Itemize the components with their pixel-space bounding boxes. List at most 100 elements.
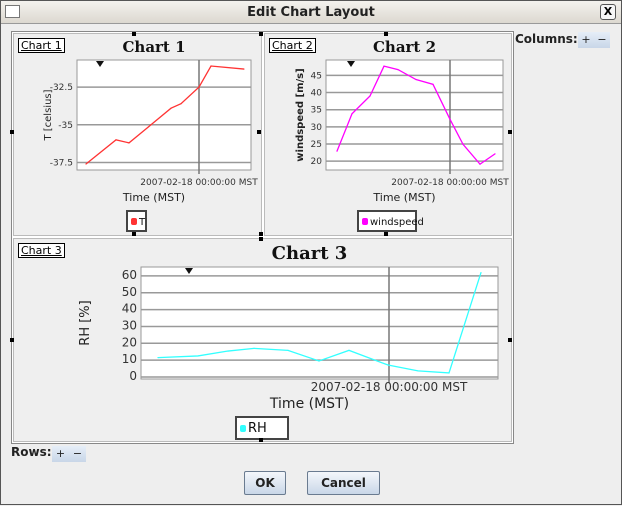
resize-handle bbox=[132, 232, 136, 236]
data-point bbox=[210, 65, 212, 67]
resize-handle bbox=[508, 130, 512, 134]
resize-handle bbox=[508, 338, 512, 342]
y-axis-label: windspeed [m/s] bbox=[295, 68, 306, 161]
chart-cell-tag[interactable]: Chart 3 bbox=[18, 243, 65, 258]
data-point bbox=[85, 163, 87, 165]
y-tick-label: 30 bbox=[122, 318, 137, 332]
y-tick-label: 45 bbox=[311, 71, 322, 81]
data-point bbox=[449, 118, 451, 120]
data-point bbox=[369, 95, 371, 97]
plot-area bbox=[140, 266, 499, 380]
x-axis-label: Time (MST) bbox=[122, 191, 185, 204]
x-axis-label: Time (MST) bbox=[269, 396, 349, 412]
y-tick-label: 20 bbox=[311, 157, 323, 167]
dialog-title: Edit Chart Layout bbox=[247, 5, 375, 20]
y-tick-label: 20 bbox=[122, 335, 137, 349]
chart-cell-tag[interactable]: Chart 2 bbox=[269, 38, 316, 53]
y-tick-label: 35 bbox=[311, 106, 322, 116]
chart-3: Chart 3 60 50 40 30 20 10 0 2007-02-18 00:00:00 … bbox=[78, 243, 499, 440]
data-point bbox=[336, 150, 338, 152]
data-point bbox=[253, 347, 255, 349]
plot-area bbox=[76, 59, 252, 171]
data-point bbox=[197, 355, 199, 357]
title-bar: Edit Chart Layout X bbox=[1, 1, 621, 24]
cancel-button[interactable]: Cancel bbox=[307, 471, 380, 495]
resize-handle bbox=[10, 130, 14, 134]
data-point bbox=[417, 370, 419, 372]
data-point bbox=[348, 349, 350, 351]
y-tick-label: 25 bbox=[311, 140, 322, 150]
plot-area bbox=[325, 59, 504, 171]
data-point bbox=[462, 143, 464, 145]
chart-cell-tag[interactable]: Chart 1 bbox=[18, 38, 65, 53]
legend-box bbox=[357, 210, 417, 232]
data-point bbox=[387, 364, 389, 366]
resize-handle bbox=[384, 32, 388, 36]
add-column-button[interactable]: + bbox=[578, 32, 594, 48]
time-cursor-icon bbox=[185, 268, 193, 274]
data-point bbox=[157, 357, 159, 359]
remove-column-button[interactable]: − bbox=[594, 32, 610, 48]
data-point bbox=[448, 372, 450, 374]
legend-swatch-icon bbox=[362, 218, 368, 225]
y-tick-label: -35 bbox=[58, 121, 73, 131]
data-point bbox=[115, 139, 117, 141]
resize-handle bbox=[259, 237, 263, 241]
ok-button[interactable]: OK bbox=[244, 471, 286, 495]
data-point bbox=[128, 142, 130, 144]
resize-handle bbox=[259, 32, 263, 36]
data-point bbox=[351, 113, 353, 115]
chart-2: Chart 2 45 40 35 30 25 20 2007-02-18 00:00:00 M… bbox=[295, 38, 509, 232]
data-point bbox=[480, 271, 482, 274]
window-menu-icon[interactable] bbox=[5, 5, 20, 18]
chart-title: Chart 2 bbox=[373, 38, 436, 56]
y-tick-label: -32.5 bbox=[50, 83, 73, 93]
x-tick-label: 2007-02-18 00:00:00 MST bbox=[391, 178, 509, 188]
y-tick-label: 40 bbox=[122, 302, 137, 316]
resize-handle bbox=[259, 232, 263, 236]
x-tick-label: 2007-02-18 00:00:00 MST bbox=[311, 380, 468, 394]
data-point bbox=[415, 78, 417, 81]
data-point bbox=[150, 124, 152, 126]
legend-label: RH bbox=[248, 421, 267, 436]
legend-swatch-icon bbox=[131, 218, 137, 225]
data-point bbox=[243, 68, 245, 70]
legend-label: windspeed bbox=[370, 217, 424, 228]
columns-label: Columns: bbox=[515, 32, 578, 46]
resize-handle bbox=[259, 438, 263, 442]
data-point bbox=[494, 153, 496, 155]
y-tick-label: 40 bbox=[311, 89, 323, 99]
close-button[interactable]: X bbox=[600, 4, 616, 20]
y-tick-label: -37.5 bbox=[50, 158, 73, 168]
y-tick-label: 50 bbox=[122, 285, 137, 299]
y-tick-label: 30 bbox=[311, 123, 323, 133]
y-axis-label: RH [%] bbox=[78, 300, 93, 345]
data-point bbox=[170, 107, 172, 109]
y-tick-label: 10 bbox=[122, 352, 137, 366]
chart-1: Chart 1 -32.5 -35 -37.5 2007-02-18 00:00:00 … bbox=[43, 38, 258, 232]
time-cursor-icon bbox=[96, 61, 104, 67]
y-tick-label: 60 bbox=[122, 268, 137, 282]
chart-title: Chart 1 bbox=[122, 38, 185, 56]
rows-label: Rows: bbox=[11, 445, 52, 459]
resize-handle bbox=[384, 232, 388, 236]
data-point bbox=[227, 350, 229, 352]
y-axis-label: T [celsius] bbox=[43, 89, 54, 141]
chart-title: Chart 3 bbox=[272, 243, 348, 264]
x-axis-label: Time (MST) bbox=[372, 191, 435, 204]
legend-label: T bbox=[138, 217, 146, 228]
data-point bbox=[383, 65, 385, 67]
data-point bbox=[479, 163, 481, 165]
add-row-button[interactable]: + bbox=[52, 446, 69, 462]
data-point bbox=[432, 83, 434, 85]
resize-handle bbox=[10, 338, 14, 342]
x-tick-label: 2007-02-18 00:00:00 MST bbox=[140, 178, 258, 188]
data-point bbox=[318, 360, 320, 362]
remove-row-button[interactable]: − bbox=[69, 446, 86, 462]
resize-handle bbox=[132, 32, 136, 36]
data-point bbox=[198, 86, 200, 88]
resize-handle bbox=[257, 130, 261, 134]
data-point bbox=[287, 349, 289, 351]
